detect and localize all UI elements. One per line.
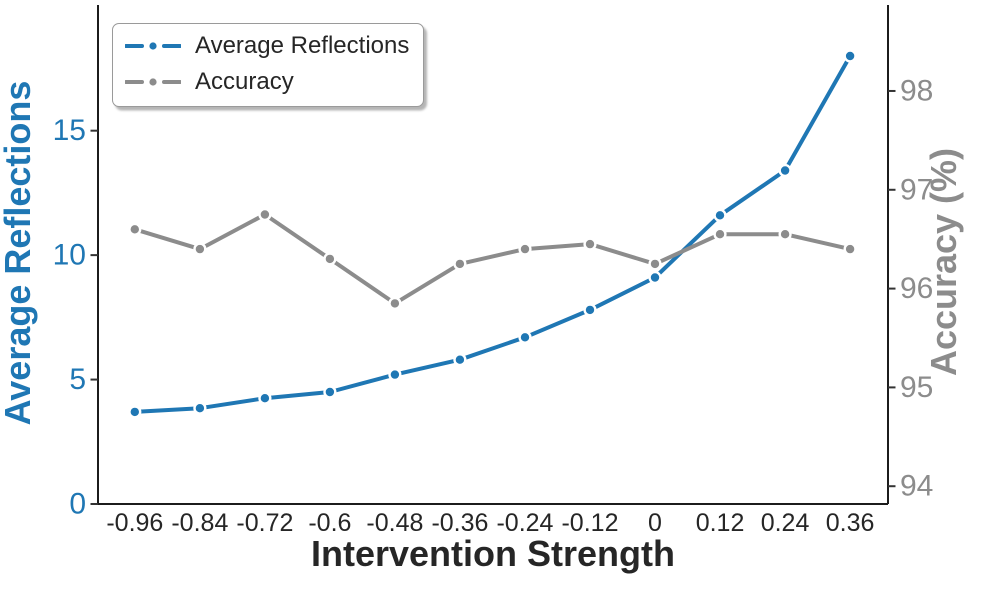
data-point-accuracy [518, 242, 532, 256]
y-left-tick-label-5: 5 [69, 363, 86, 396]
data-series [128, 49, 857, 419]
x-tick-label--0.24: -0.24 [496, 509, 553, 537]
legend-label: Accuracy [195, 68, 294, 95]
legend-line-sample-accuracy [125, 76, 181, 88]
x-tick-label-0: 0 [648, 509, 662, 537]
legend-label: Average Reflections [195, 32, 410, 59]
x-tick-label-0.24: 0.24 [761, 509, 810, 537]
data-point-average-reflections [388, 368, 402, 382]
y-right-tick-label-94: 94 [900, 470, 933, 503]
y-left-tick-label-0: 0 [69, 488, 86, 521]
series-line-average-reflections [132, 54, 853, 414]
y-left-axis-title: Average Reflections [0, 81, 38, 426]
legend: Average Reflections Accuracy [112, 23, 424, 107]
data-point-accuracy [778, 227, 792, 241]
y-left-tick-label-15: 15 [53, 114, 86, 147]
x-tick-label--0.6: -0.6 [308, 509, 351, 537]
legend-item-accuracy: Accuracy [125, 65, 411, 99]
data-point-accuracy [128, 222, 142, 236]
x-tick-label--0.36: -0.36 [431, 509, 488, 537]
data-point-average-reflections [323, 385, 337, 399]
legend-marker-dot [147, 76, 159, 88]
x-tick-label--0.72: -0.72 [236, 509, 293, 537]
x-axis-title: Intervention Strength [311, 533, 675, 574]
y-right-axis-title: Accuracy (%) [923, 148, 964, 376]
data-point-average-reflections [648, 270, 662, 285]
data-point-average-reflections [258, 391, 272, 405]
y-right-tick-label-95: 95 [900, 371, 933, 404]
legend-marker-dot [147, 40, 159, 52]
data-point-average-reflections [843, 49, 857, 63]
data-point-average-reflections [713, 208, 727, 222]
data-point-accuracy [258, 207, 272, 222]
legend-line-sample-average-reflections [125, 40, 181, 52]
data-point-accuracy [193, 242, 207, 256]
x-tick-label--0.96: -0.96 [106, 509, 163, 537]
y-right-tick-label-96: 96 [900, 272, 933, 305]
axis-ticks: 0 5 10 15 94 95 96 97 98 -0.96 -0.84 -0.72 -0.6 -0.48… [53, 74, 934, 537]
x-tick-label-0.36: 0.36 [826, 509, 875, 537]
x-tick-label--0.48: -0.48 [366, 509, 423, 537]
y-right-tick-label-98: 98 [900, 74, 933, 107]
data-point-accuracy [648, 257, 662, 271]
series-line-accuracy [132, 212, 853, 306]
data-point-accuracy [453, 257, 467, 271]
data-point-average-reflections [453, 353, 467, 367]
data-point-average-reflections [583, 303, 597, 317]
data-point-accuracy [713, 227, 727, 241]
data-point-average-reflections [518, 330, 532, 344]
legend-item-average-reflections: Average Reflections [125, 29, 411, 63]
data-point-accuracy [843, 242, 857, 256]
x-tick-label--0.12: -0.12 [561, 509, 618, 537]
data-point-accuracy [583, 237, 597, 251]
data-point-average-reflections [193, 401, 207, 415]
data-point-average-reflections [128, 405, 142, 419]
y-right-tick-label-97: 97 [900, 173, 933, 206]
y-left-tick-label-10: 10 [53, 239, 86, 272]
data-point-accuracy [388, 296, 402, 311]
data-point-accuracy [323, 252, 337, 266]
x-tick-label--0.84: -0.84 [171, 509, 228, 537]
data-point-average-reflections [778, 163, 792, 178]
x-tick-label-0.12: 0.12 [696, 509, 745, 537]
